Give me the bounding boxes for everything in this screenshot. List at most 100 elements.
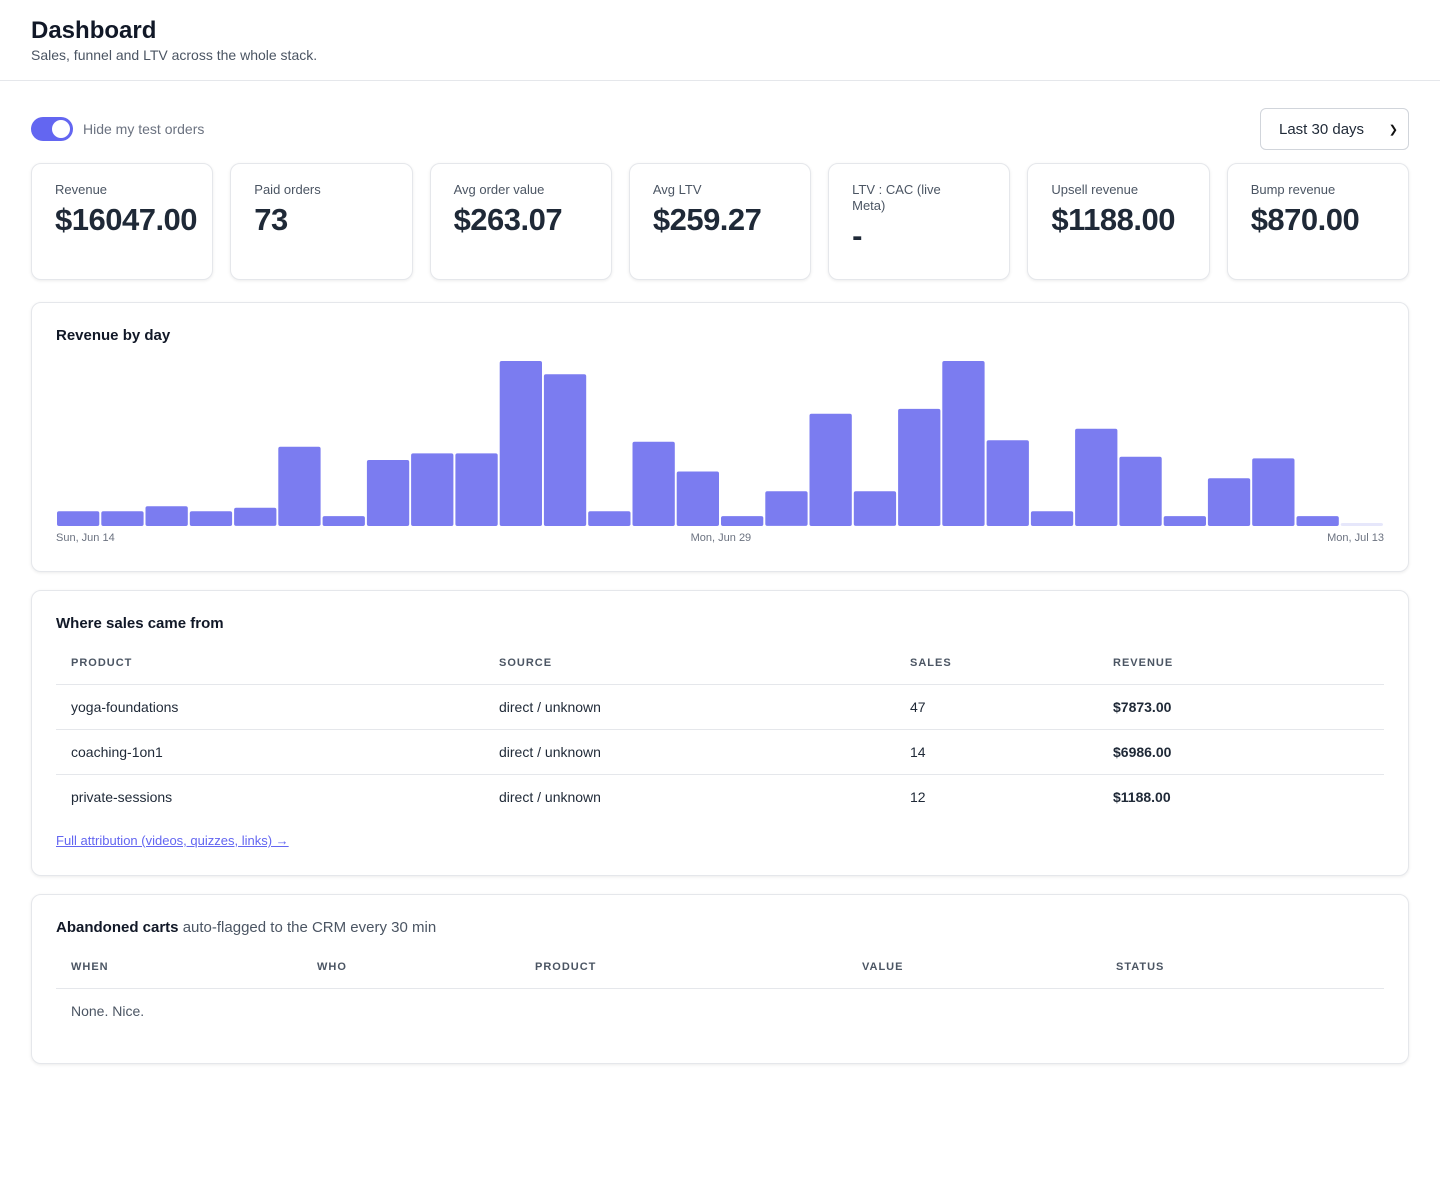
revenue-bar: [1340, 523, 1383, 526]
column-header-product: PRODUCT: [520, 946, 847, 989]
revenue-bar: [322, 516, 365, 526]
column-header-when: WHEN: [56, 946, 302, 989]
revenue-bar: [57, 511, 100, 526]
revenue-bar: [543, 374, 587, 526]
table-row: yoga-foundations direct / unknown 47 $78…: [56, 684, 1384, 730]
test-orders-toggle-group: Hide my test orders: [31, 117, 204, 141]
cell-revenue: $6986.00: [1098, 729, 1384, 775]
column-header-revenue: REVENUE: [1098, 642, 1384, 685]
revenue-bar: [1207, 478, 1251, 526]
cell-revenue: $7873.00: [1098, 684, 1384, 730]
x-tick-label: Mon, Jun 29: [690, 532, 752, 544]
date-range-value: Last 30 days: [1279, 120, 1365, 138]
revenue-bar: [1075, 428, 1118, 526]
revenue-bar: [942, 361, 985, 526]
main-content: Hide my test orders Last 30 days ❯ Reven…: [0, 81, 1440, 1064]
column-header-value: VALUE: [847, 946, 1101, 989]
kpi-value: $870.00: [1250, 202, 1360, 237]
cell-revenue: $1188.00: [1113, 788, 1171, 805]
carts-title-text: Abandoned carts: [56, 919, 179, 936]
revenue-bar: [676, 471, 719, 526]
abandoned-carts-table: WHEN WHO PRODUCT VALUE STATUS None. Nice…: [56, 946, 1384, 1033]
kpi-row: Revenue $16047.00 Paid orders 73 Avg ord…: [31, 163, 1409, 280]
revenue-bar: [145, 506, 188, 526]
sales-source-card: Where sales came from PRODUCT SOURCE SAL…: [31, 590, 1409, 876]
kpi-card-revenue: Revenue $16047.00: [31, 163, 214, 280]
page-header: Dashboard Sales, funnel and LTV across t…: [0, 0, 1440, 81]
full-attribution-link[interactable]: Full attribution (videos, quizzes, links…: [56, 833, 289, 848]
cell-sales: 14: [895, 729, 1098, 775]
column-header-source: SOURCE: [484, 642, 895, 685]
revenue-bar: [853, 491, 897, 526]
cell-sales: 47: [895, 684, 1098, 730]
chart-title: Revenue by day: [56, 327, 171, 344]
abandoned-carts-card: Abandoned carts auto-flagged to the CRM …: [31, 894, 1409, 1064]
revenue-bar: [809, 413, 852, 526]
kpi-card-paid-orders: Paid orders 73: [230, 163, 413, 280]
column-header-sales: SALES: [895, 642, 1098, 685]
revenue-bar: [1296, 516, 1339, 526]
revenue-bar: [455, 453, 498, 526]
revenue-bar: [411, 453, 454, 526]
revenue-bar: [632, 441, 675, 526]
revenue-bar: [721, 516, 764, 526]
sales-title: Where sales came from: [56, 615, 224, 632]
kpi-value: -: [852, 218, 862, 253]
kpi-value: $16047.00: [55, 202, 198, 237]
toolbar: Hide my test orders Last 30 days ❯: [31, 81, 1409, 163]
cell-source: direct / unknown: [484, 684, 895, 730]
column-header-who: WHO: [302, 946, 520, 989]
cell-product: private-sessions: [71, 788, 173, 805]
page-subtitle: Sales, funnel and LTV across the whole s…: [31, 47, 318, 63]
revenue-bar: [234, 507, 277, 526]
hide-test-orders-toggle[interactable]: [31, 117, 73, 141]
revenue-bar: [898, 408, 941, 526]
revenue-bar: [1163, 516, 1206, 526]
chart-x-axis: Sun, Jun 14 Mon, Jun 29 Mon, Jul 13: [56, 532, 1384, 544]
revenue-bar: [101, 511, 144, 526]
kpi-value: 73: [254, 202, 288, 237]
kpi-label: Paid orders: [254, 182, 321, 197]
column-header-status: STATUS: [1101, 946, 1384, 989]
cell-source: direct / unknown: [484, 729, 895, 775]
kpi-label: Revenue: [55, 182, 108, 197]
sales-table: PRODUCT SOURCE SALES REVENUE yoga-founda…: [56, 642, 1384, 819]
carts-title-note: auto-flagged to the CRM every 30 min: [182, 919, 437, 936]
revenue-bar: [499, 361, 542, 526]
revenue-bar: [366, 460, 410, 526]
column-header-product: PRODUCT: [56, 642, 484, 685]
kpi-label: Bump revenue: [1250, 182, 1336, 197]
revenue-bar: [1119, 456, 1162, 526]
kpi-card-avg-ltv: Avg LTV $259.27: [628, 163, 812, 280]
cell-sales: 12: [910, 788, 926, 805]
kpi-label: Upsell revenue: [1051, 182, 1139, 197]
chevron-down-icon: ❯: [1388, 123, 1398, 136]
kpi-value: $1188.00: [1051, 202, 1175, 237]
revenue-bar: [588, 511, 631, 526]
kpi-value: $263.07: [453, 202, 563, 237]
kpi-label: Avg order value: [453, 182, 545, 197]
cell-product: yoga-foundations: [56, 684, 484, 730]
revenue-bar: [986, 440, 1029, 526]
revenue-chart: [56, 356, 1384, 526]
revenue-bar: [765, 491, 808, 526]
kpi-card-ltv-cac: LTV : CAC (live Meta) -: [828, 163, 1011, 280]
table-row: coaching-1on1 direct / unknown 14 $6986.…: [56, 729, 1384, 775]
revenue-bar: [278, 446, 321, 526]
hide-test-orders-label: Hide my test orders: [83, 121, 205, 137]
table-row: private-sessions direct / unknown 12 $11…: [56, 774, 1384, 819]
revenue-bar: [189, 511, 233, 526]
cell-product: coaching-1on1: [56, 729, 484, 775]
table-row: None. Nice.: [56, 988, 1384, 1033]
cell-source: direct / unknown: [499, 788, 601, 805]
toggle-knob: [52, 120, 70, 138]
kpi-card-bump-revenue: Bump revenue $870.00: [1226, 163, 1409, 280]
date-range-select[interactable]: Last 30 days ❯: [1260, 108, 1409, 150]
kpi-value: $259.27: [652, 202, 762, 237]
carts-title: Abandoned carts auto-flagged to the CRM …: [56, 919, 1384, 936]
revenue-bar: [1252, 458, 1295, 526]
x-tick-label: Sun, Jun 14: [56, 532, 115, 544]
kpi-label: LTV : CAC (live Meta): [852, 182, 941, 213]
revenue-bar-chart: [57, 361, 1383, 526]
table-header-row: WHEN WHO PRODUCT VALUE STATUS: [56, 946, 1384, 989]
